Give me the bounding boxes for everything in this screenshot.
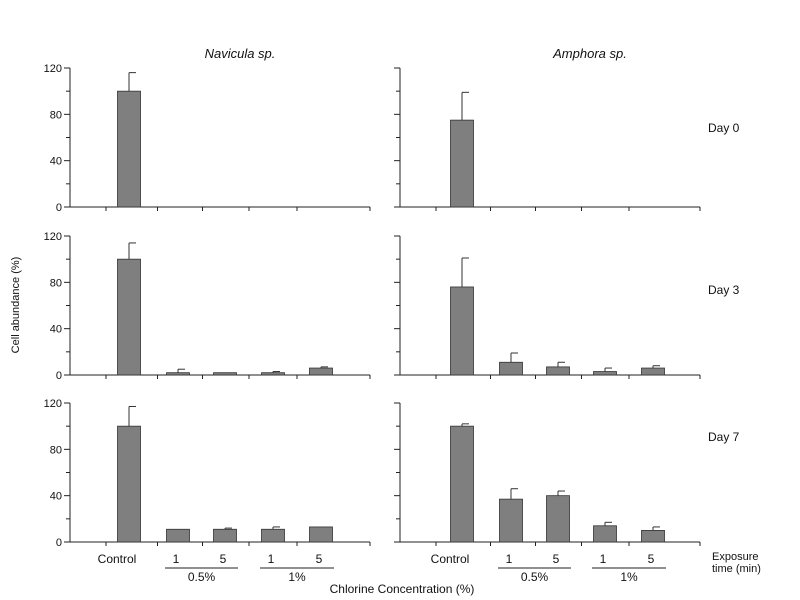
bar bbox=[450, 286, 474, 376]
bar bbox=[450, 119, 474, 208]
y-tick-label: 40 bbox=[50, 491, 62, 503]
x-category-label: 5 bbox=[553, 552, 560, 566]
y-axis-label: Cell abundance (%) bbox=[10, 257, 22, 354]
exposure-label-line1: Exposure bbox=[712, 551, 758, 563]
x-category-label: 5 bbox=[316, 552, 323, 566]
x-category-label: 1 bbox=[268, 552, 275, 566]
y-tick-label: 120 bbox=[44, 63, 62, 75]
group-label: 1% bbox=[620, 570, 638, 584]
x-category-label: Control bbox=[98, 552, 137, 566]
bar bbox=[261, 528, 285, 543]
bar bbox=[166, 528, 190, 543]
x-category-label: Control bbox=[431, 552, 470, 566]
bar bbox=[213, 528, 237, 543]
y-tick-label: 120 bbox=[44, 398, 62, 410]
y-tick-label: 80 bbox=[50, 109, 62, 121]
x-category-label: 5 bbox=[648, 552, 655, 566]
bar bbox=[117, 258, 141, 376]
species-title-left: Navicula sp. bbox=[205, 46, 276, 61]
bar bbox=[166, 372, 190, 376]
bar bbox=[593, 525, 617, 543]
bar bbox=[309, 367, 333, 376]
bar bbox=[117, 90, 141, 208]
bar bbox=[213, 372, 237, 376]
bar bbox=[593, 371, 617, 376]
species-title-right: Amphora sp. bbox=[552, 46, 627, 61]
y-tick-label: 80 bbox=[50, 277, 62, 289]
bar bbox=[546, 366, 570, 376]
y-tick-label: 0 bbox=[56, 202, 62, 214]
bar bbox=[261, 372, 285, 376]
group-label: 0.5% bbox=[521, 570, 549, 584]
y-tick-label: 40 bbox=[50, 156, 62, 168]
day-label-0: Day 0 bbox=[708, 121, 740, 135]
group-label: 1% bbox=[288, 570, 306, 584]
bar bbox=[450, 425, 474, 543]
x-category-label: 1 bbox=[600, 552, 607, 566]
x-category-label: 1 bbox=[506, 552, 513, 566]
exposure-label-line2: time (min) bbox=[712, 563, 761, 575]
y-tick-label: 40 bbox=[50, 324, 62, 336]
day-label-7: Day 7 bbox=[708, 430, 740, 444]
y-tick-label: 120 bbox=[44, 231, 62, 243]
bar bbox=[641, 367, 665, 376]
panels-group: 0 40 80 120 0 40 80 120 0 40 80 120 Control 1 5 1 5 0.5% 1… bbox=[44, 63, 701, 584]
x-category-label: 1 bbox=[173, 552, 180, 566]
y-tick-label: 0 bbox=[56, 370, 62, 382]
y-tick-label: 80 bbox=[50, 444, 62, 456]
bar bbox=[546, 495, 570, 543]
group-label: 0.5% bbox=[188, 570, 216, 584]
bar bbox=[309, 526, 333, 543]
x-axis-label: Chlorine Concentration (%) bbox=[330, 582, 475, 596]
bar bbox=[117, 425, 141, 543]
bar bbox=[499, 361, 523, 376]
y-tick-label: 0 bbox=[56, 537, 62, 549]
x-category-label: 5 bbox=[220, 552, 227, 566]
bar bbox=[641, 530, 665, 543]
bar bbox=[499, 498, 523, 543]
day-label-3: Day 3 bbox=[708, 283, 740, 297]
